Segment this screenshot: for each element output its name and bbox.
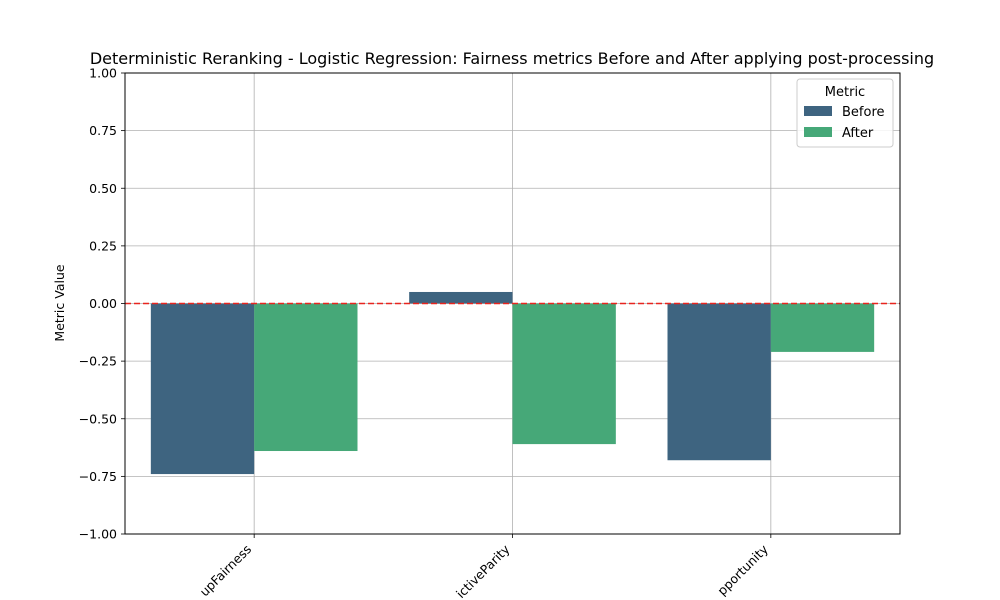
bar-after-0 (254, 303, 358, 452)
legend: Metric Before After (796, 78, 894, 148)
bar-before-2 (667, 303, 771, 461)
legend-label-before: Before (842, 105, 885, 120)
y-tick-label: 0.00 (89, 296, 117, 311)
y-tick-label: 0.25 (89, 238, 117, 253)
y-tick-label: −0.25 (79, 354, 117, 369)
y-axis-label: Metric Value (52, 264, 67, 341)
chart-title: Deterministic Reranking - Logistic Regre… (90, 49, 934, 68)
legend-label-after: After (842, 126, 874, 141)
y-tick-label: 0.50 (89, 181, 117, 196)
y-tick-label: −0.50 (79, 411, 117, 426)
x-tick-label: upFairness (197, 542, 255, 600)
x-axis-ticks: upFairness ictiveParity pportunity (197, 534, 771, 600)
y-tick-label: −1.00 (79, 527, 117, 542)
bar-after-2 (770, 303, 875, 352)
legend-title: Metric (825, 85, 865, 100)
x-tick-label: ictiveParity (453, 541, 513, 600)
x-tick-label: pportunity (714, 541, 771, 598)
y-tick-label: 0.75 (89, 123, 117, 138)
bar-after-1 (512, 303, 616, 445)
y-axis-ticks: −1.00 −0.75 −0.50 −0.25 0.00 0.25 0.50 0.75 1.00 (79, 66, 125, 542)
bar-before-0 (150, 303, 255, 475)
y-tick-label: −0.75 (79, 469, 117, 484)
legend-swatch-after (804, 127, 832, 137)
bars (150, 291, 875, 475)
bar-before-1 (409, 291, 513, 304)
y-tick-label: 1.00 (89, 66, 117, 81)
legend-swatch-before (804, 106, 832, 116)
